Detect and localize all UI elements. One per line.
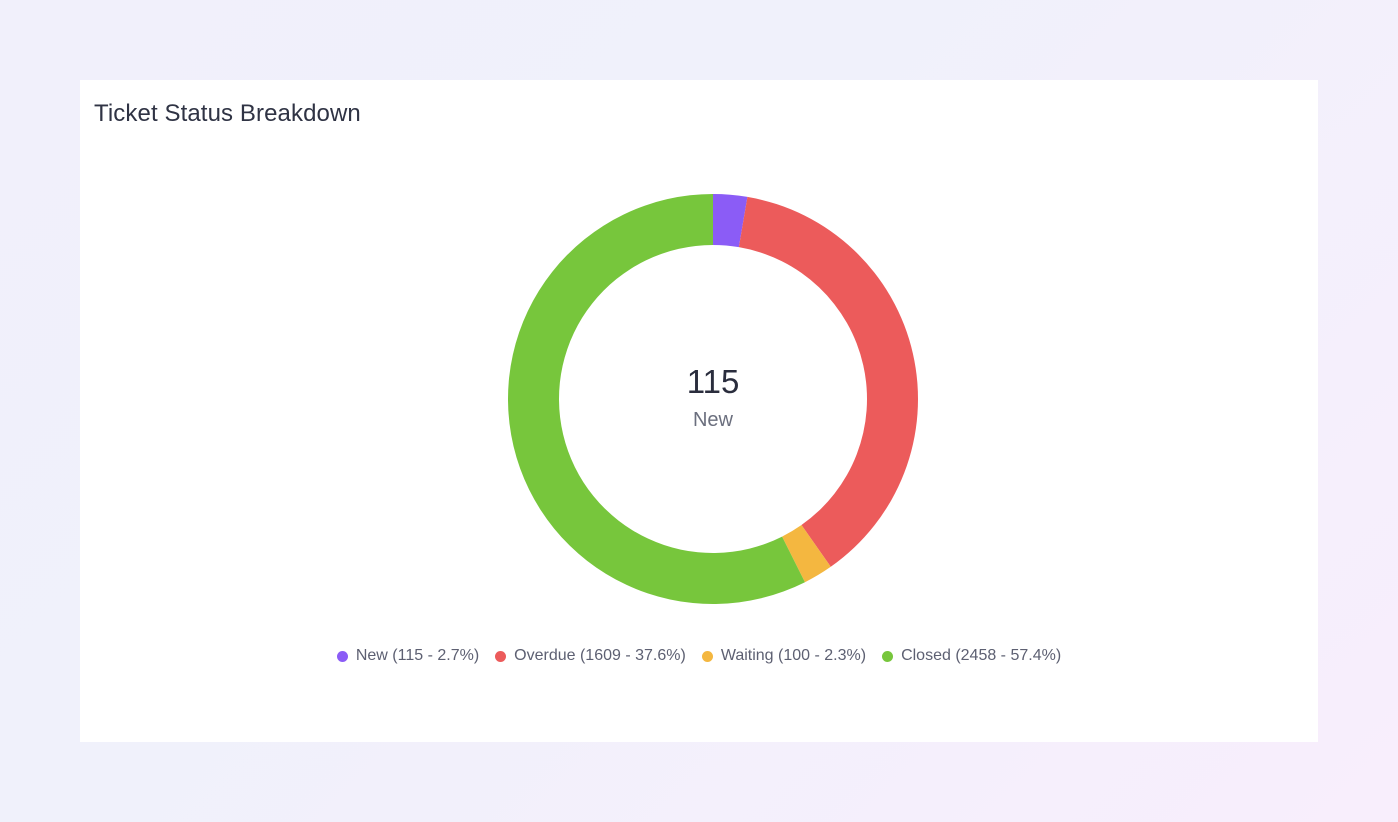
donut-slice-waiting[interactable] [782,525,831,583]
center-label: New [693,409,734,431]
legend-dot-icon [882,650,894,662]
chart-title: Ticket Status Breakdown [94,100,361,127]
legend-item-new[interactable]: New (115 - 2.7%) [336,647,480,665]
legend-label: Waiting (100 - 2.3%) [720,647,867,664]
center-value: 115 [687,363,740,400]
legend-item-closed[interactable]: Closed (2458 - 57.4%) [882,647,1061,665]
donut-slice-closed[interactable] [508,194,805,604]
legend-item-overdue[interactable]: Overdue (1609 - 37.6%) [495,647,686,665]
donut-slice-new[interactable] [713,194,748,248]
chart-legend: New (115 - 2.7%) Overdue (1609 - 37.6%) Wa… [80,647,1318,665]
donut-chart: 115 New [508,194,918,604]
donut-slices [508,194,918,604]
legend-label: New (115 - 2.7%) [355,647,480,664]
donut-slice-overdue[interactable] [738,196,918,567]
legend-dot-icon [701,650,713,662]
legend-label: Overdue (1609 - 37.6%) [514,647,686,664]
legend-item-waiting[interactable]: Waiting (100 - 2.3%) [701,647,867,665]
legend-dot-icon [336,650,348,662]
legend-dot-icon [495,650,507,662]
legend-label: Closed (2458 - 57.4%) [901,647,1062,664]
chart-card: Ticket Status Breakdown 115 New New (115… [80,80,1318,742]
